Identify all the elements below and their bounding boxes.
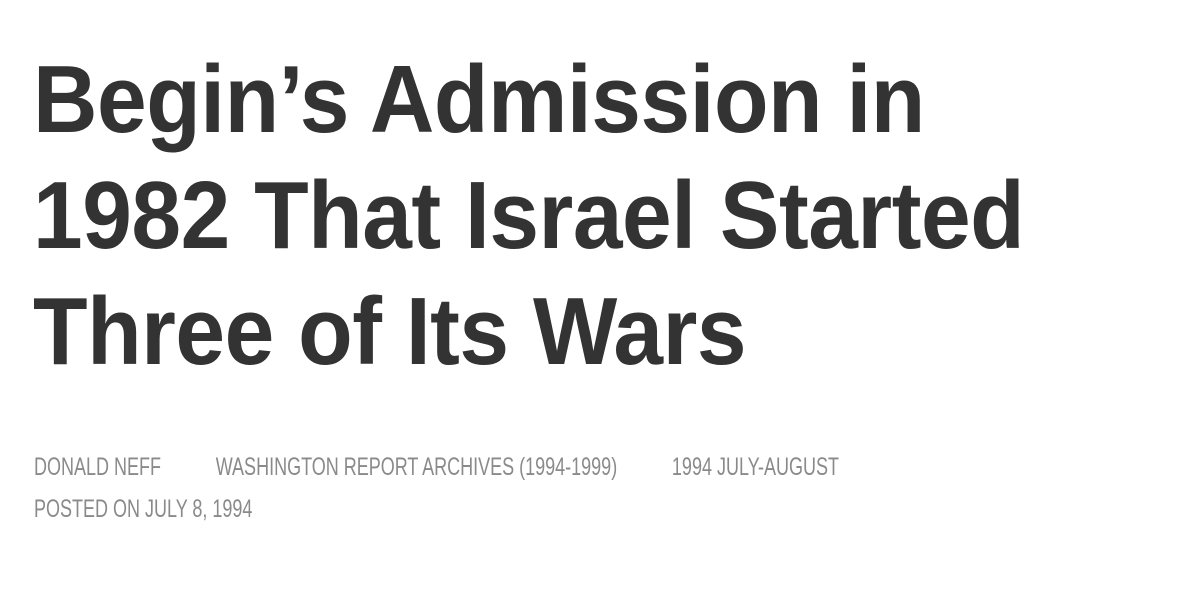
posted-date: POSTED ON JULY 8, 1994: [34, 495, 253, 523]
title-line: Begin’s Admission in: [33, 46, 925, 153]
article-meta: DONALD NEFF WASHINGTON REPORT ARCHIVES (…: [34, 453, 839, 482]
author-link[interactable]: DONALD NEFF: [34, 453, 162, 481]
title-line: 1982 That Israel Started: [33, 162, 1025, 269]
issue-link[interactable]: 1994 JULY-AUGUST: [671, 453, 839, 481]
title-line: Three of Its Wars: [33, 278, 747, 385]
category-link[interactable]: WASHINGTON REPORT ARCHIVES (1994-1999): [215, 453, 618, 481]
article-title: Begin’s Admission in 1982 That Israel St…: [33, 42, 1025, 390]
